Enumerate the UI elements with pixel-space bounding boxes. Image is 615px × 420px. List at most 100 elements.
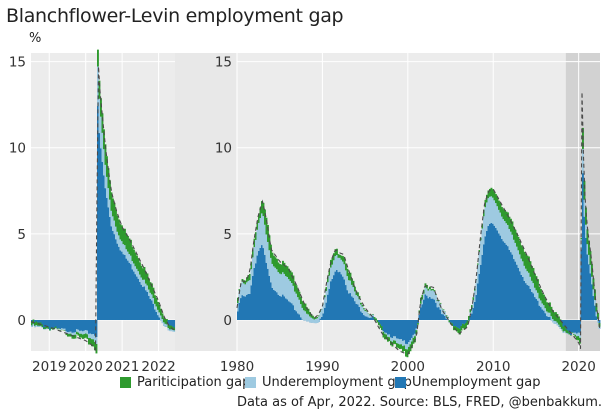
- unemployment-bar: [134, 274, 137, 320]
- participation-bar: [264, 209, 266, 225]
- participation-bar: [172, 326, 174, 330]
- underemployment-bar: [546, 311, 548, 317]
- participation-bar: [140, 265, 143, 278]
- underemployment-bar: [309, 316, 311, 323]
- underemployment-bar: [43, 328, 45, 330]
- unemployment-bar: [85, 319, 87, 331]
- participation-bar: [65, 333, 68, 336]
- unemployment-bar: [429, 296, 431, 320]
- unemployment-bar: [273, 289, 275, 320]
- participation-bar: [67, 333, 69, 337]
- underemployment-bar: [553, 320, 556, 324]
- underemployment-bar: [143, 279, 146, 287]
- underemployment-bar: [358, 299, 361, 307]
- participation-bar: [501, 207, 503, 217]
- underemployment-bar: [574, 332, 577, 335]
- unemployment-bar: [88, 319, 90, 334]
- underemployment-bar: [331, 264, 334, 279]
- participation-bar: [457, 328, 460, 334]
- participation-bar: [306, 307, 308, 314]
- participation-bar: [580, 237, 583, 240]
- legend-item-unemployment[interactable]: Unemployment gap: [395, 375, 541, 390]
- underemployment-bar: [244, 284, 247, 297]
- underemployment-bar: [74, 332, 77, 335]
- participation-bar: [561, 321, 563, 329]
- participation-bar: [456, 327, 458, 332]
- participation-bar: [285, 265, 287, 277]
- underemployment-bar: [133, 263, 135, 272]
- participation-bar: [279, 264, 281, 274]
- underemployment-bar: [582, 148, 584, 174]
- legend-item-underemployment[interactable]: Underemployment gap: [245, 375, 412, 390]
- unemployment-bar: [80, 319, 83, 331]
- underemployment-bar: [158, 312, 161, 318]
- underemployment-bar: [430, 290, 433, 299]
- zoom-panel: 0 5 10 15 2019 2020 2021 2022: [9, 49, 176, 375]
- unemployment-bar: [155, 311, 158, 320]
- underemployment-bar: [59, 328, 62, 331]
- unemployment-bar: [360, 311, 362, 320]
- unemployment-bar: [59, 319, 62, 329]
- unemployment-bar: [501, 238, 503, 320]
- underemployment-bar: [157, 309, 159, 316]
- underemployment-bar: [472, 297, 475, 309]
- participation-bar: [589, 251, 592, 265]
- legend-item-participation[interactable]: Pariticipation gap: [120, 375, 250, 390]
- participation-bar: [297, 289, 299, 298]
- unemployment-bar: [136, 276, 138, 320]
- participation-bar: [373, 317, 376, 319]
- underemployment-bar: [516, 246, 518, 265]
- participation-bar: [496, 196, 499, 207]
- participation-bar: [53, 327, 56, 329]
- unemployment-bar: [238, 302, 241, 320]
- unemployment-bar: [487, 226, 490, 320]
- unemployment-bar: [79, 319, 81, 331]
- underemployment-bar: [372, 314, 374, 317]
- unemployment-bar: [525, 283, 527, 320]
- participation-bar: [137, 258, 140, 272]
- participation-bar: [520, 245, 523, 259]
- unemployment-bar: [352, 297, 355, 320]
- participation-bar: [429, 286, 431, 290]
- underemployment-bar: [328, 275, 331, 289]
- participation-bar: [529, 261, 532, 277]
- unemployment-bar: [450, 319, 452, 325]
- unemployment-bar: [146, 291, 149, 320]
- participation-bar: [462, 323, 464, 328]
- unemployment-bar: [438, 307, 440, 320]
- underemployment-bar: [496, 206, 499, 231]
- underemployment-bar: [486, 202, 488, 231]
- participation-bar: [259, 207, 262, 219]
- unemployment-bar: [432, 298, 434, 320]
- unemployment-bar: [131, 269, 134, 320]
- underemployment-bar: [526, 271, 529, 286]
- underemployment-bar: [116, 231, 119, 244]
- underemployment-bar: [577, 332, 580, 337]
- underemployment-bar: [540, 300, 542, 308]
- participation-bar: [514, 229, 517, 243]
- participation-bar: [490, 187, 493, 197]
- unemployment-bar: [74, 319, 77, 333]
- participation-bar: [333, 253, 335, 261]
- underemployment-bar: [142, 279, 144, 287]
- underemployment-bar: [297, 297, 299, 314]
- unemployment-bar: [121, 251, 123, 320]
- participation-bar: [469, 309, 472, 313]
- unemployment-bar: [546, 316, 548, 320]
- unemployment-bar: [330, 281, 332, 320]
- underemployment-bar: [170, 329, 173, 332]
- underemployment-bar: [349, 280, 352, 294]
- unemployment-bar: [65, 319, 68, 332]
- unemployment-bar: [367, 317, 370, 320]
- unemployment-bar: [538, 305, 541, 320]
- x-tick-label: 1990: [305, 359, 339, 375]
- participation-bar: [49, 329, 51, 331]
- participation-bar: [315, 317, 317, 319]
- unemployment-bar: [357, 304, 359, 320]
- participation-bar: [409, 344, 412, 352]
- underemployment-bar: [31, 325, 33, 327]
- unemployment-bar: [321, 316, 323, 320]
- underemployment-bar: [400, 339, 403, 345]
- underemployment-bar: [118, 235, 120, 247]
- underemployment-bar: [41, 326, 44, 328]
